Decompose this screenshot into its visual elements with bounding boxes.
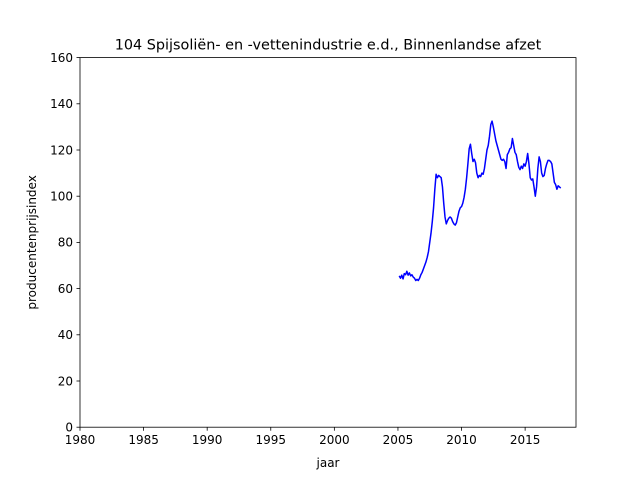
y-tick-label: 60 (58, 282, 73, 296)
x-axis-label: jaar (316, 456, 340, 470)
y-tick-label: 0 (65, 421, 73, 435)
y-tick-label: 40 (58, 328, 73, 342)
x-axis: 1980 1985 1990 1995 2000 2005 2010 2015 (65, 427, 541, 447)
plot-area (79, 57, 577, 428)
y-tick-label: 120 (50, 143, 73, 157)
y-tick-label: 80 (58, 236, 73, 250)
x-tick-label: 1990 (192, 433, 223, 447)
x-tick-label: 2000 (319, 433, 350, 447)
x-tick-label: 1980 (65, 433, 96, 447)
chart-title: 104 Spijsoliën- en -vettenindustrie e.d.… (115, 38, 542, 54)
series-line (398, 120, 562, 282)
x-tick-label: 2015 (510, 433, 541, 447)
x-tick-label: 1995 (255, 433, 286, 447)
y-axis-label: producentenprijsindex (25, 175, 39, 309)
y-tick-label: 140 (50, 97, 73, 111)
x-tick-label: 1985 (128, 433, 159, 447)
y-axis: 0 20 40 60 80 100 120 140 160 (50, 51, 80, 435)
x-tick-label: 2010 (446, 433, 477, 447)
plot-frame (79, 57, 577, 428)
y-tick-label: 20 (58, 374, 73, 388)
x-tick-label: 2005 (383, 433, 414, 447)
y-tick-label: 160 (50, 51, 73, 65)
y-tick-label: 100 (50, 190, 73, 204)
